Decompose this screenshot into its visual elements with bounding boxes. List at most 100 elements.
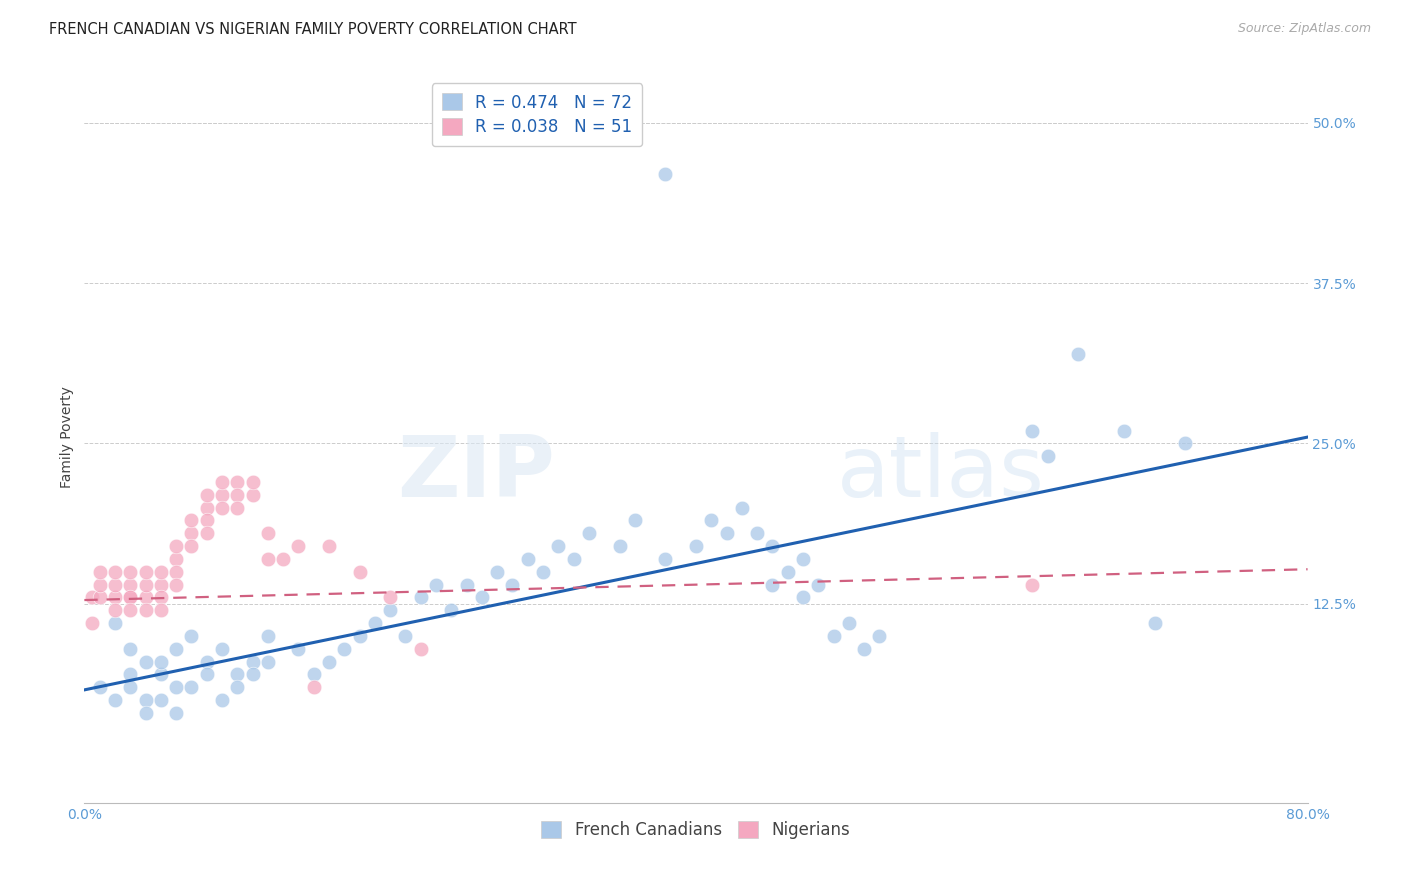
Point [838,616,860,631]
Point [318,655,340,669]
Point [440,603,463,617]
Point [120,565,142,579]
Point [135,706,157,720]
Point [716,526,738,541]
Point [380,603,402,617]
Point [869,629,891,643]
Point [257,655,280,669]
Point [471,591,494,605]
Text: atlas: atlas [837,432,1045,516]
Point [149,667,172,681]
Point [242,475,264,489]
Point [302,667,325,681]
Point [409,591,432,605]
Point [195,514,218,528]
Point [195,655,218,669]
Point [409,641,432,656]
Point [120,641,142,656]
Point [287,539,309,553]
Point [380,591,402,605]
Point [180,629,202,643]
Point [89,577,111,591]
Point [165,641,187,656]
Point [349,629,371,643]
Point [211,641,233,656]
Point [195,500,218,515]
Point [823,629,845,643]
Point [165,552,187,566]
Point [211,475,233,489]
Point [211,488,233,502]
Point [135,655,157,669]
Point [349,565,371,579]
Point [180,539,202,553]
Point [302,681,325,695]
Text: ZIP: ZIP [398,432,555,516]
Point [195,488,218,502]
Point [1174,436,1197,450]
Point [562,552,585,566]
Point [516,552,538,566]
Point [120,591,142,605]
Point [226,475,249,489]
Point [226,488,249,502]
Point [195,667,218,681]
Point [89,681,111,695]
Text: Source: ZipAtlas.com: Source: ZipAtlas.com [1237,22,1371,36]
Legend: French Canadians, Nigerians: French Canadians, Nigerians [531,811,860,849]
Point [1067,346,1090,360]
Point [425,577,447,591]
Point [89,565,111,579]
Point [165,577,187,591]
Point [257,629,280,643]
Point [120,591,142,605]
Point [1021,424,1043,438]
Point [761,577,783,591]
Text: FRENCH CANADIAN VS NIGERIAN FAMILY POVERTY CORRELATION CHART: FRENCH CANADIAN VS NIGERIAN FAMILY POVER… [49,22,576,37]
Point [486,565,509,579]
Point [149,565,172,579]
Point [149,693,172,707]
Point [1143,616,1166,631]
Point [700,514,723,528]
Point [1114,424,1136,438]
Point [165,681,187,695]
Point [104,565,127,579]
Point [609,539,631,553]
Point [257,552,280,566]
Point [685,539,707,553]
Point [89,591,111,605]
Point [180,514,202,528]
Point [242,655,264,669]
Point [318,539,340,553]
Point [654,167,676,181]
Point [135,565,157,579]
Point [502,577,524,591]
Point [578,526,600,541]
Point [149,603,172,617]
Point [104,591,127,605]
Point [761,539,783,553]
Point [456,577,478,591]
Point [731,500,754,515]
Point [195,526,218,541]
Point [776,565,799,579]
Point [120,667,142,681]
Point [654,552,676,566]
Point [853,641,876,656]
Point [135,693,157,707]
Point [211,500,233,515]
Point [104,616,127,631]
Point [104,693,127,707]
Y-axis label: Family Poverty: Family Poverty [60,386,75,488]
Point [80,591,103,605]
Point [807,577,830,591]
Point [394,629,416,643]
Point [80,616,103,631]
Point [120,603,142,617]
Point [624,514,647,528]
Point [104,603,127,617]
Point [364,616,387,631]
Point [242,488,264,502]
Point [149,577,172,591]
